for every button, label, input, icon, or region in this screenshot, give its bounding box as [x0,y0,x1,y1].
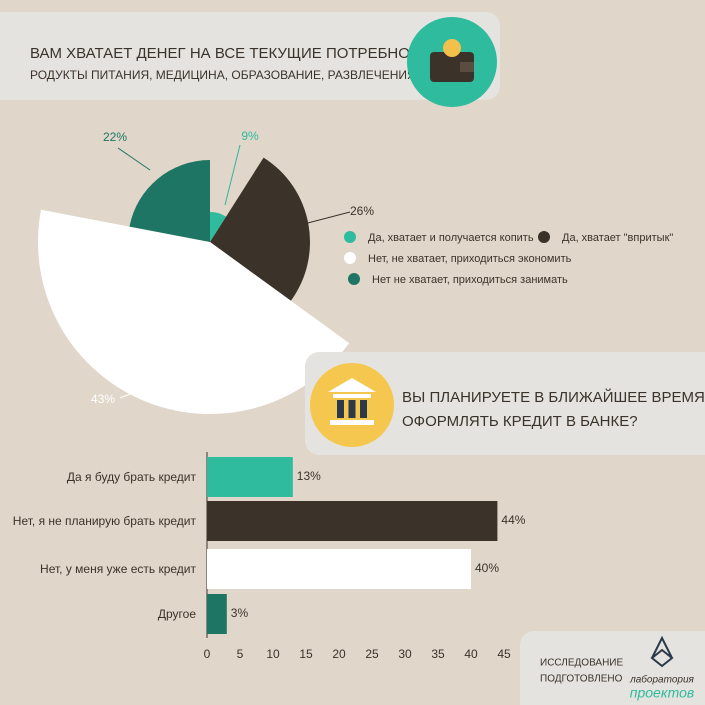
footer-text: ПОДГОТОВЛЕНО [540,674,623,685]
data-label: 13% [297,469,321,483]
pie-slice [210,212,227,242]
logo-text: лаборатория [629,674,694,686]
pie-title: ВАМ ХВАТАЕТ ДЕНЕГ НА ВСЕ ТЕКУЩИЕ ПОТРЕБН… [30,45,449,62]
category-label: Нет, я не планирую брать кредит [12,513,196,528]
x-tick-label: 5 [237,647,244,661]
bar-title: ВЫ ПЛАНИРУЕТЕ В БЛИЖАЙШЕЕ ВРЕМЯ [402,388,705,406]
bank-roof [328,378,376,392]
bank-column [337,400,344,418]
legend-marker [344,252,356,264]
legend-label: Да, хватает и получается копить [368,232,534,244]
category-label: Другое [157,606,196,621]
data-label: 22% [103,130,127,144]
legend-label: Нет не хватает, приходиться занимать [372,274,568,286]
logo-text: проектов [630,685,694,701]
bar [207,549,471,589]
bank-column [360,400,367,418]
bank-base [330,420,374,425]
x-tick-label: 35 [431,647,445,661]
x-tick-label: 15 [299,647,313,661]
x-tick-label: 25 [365,647,379,661]
footer-box [520,631,705,705]
x-tick-label: 30 [398,647,412,661]
bar-header-box [305,352,705,455]
category-label: Да я буду брать кредит [66,469,196,484]
x-tick-label: 45 [497,647,511,661]
coin-icon [443,39,461,57]
legend-marker [538,231,550,243]
pie-subtitle: РОДУКТЫ ПИТАНИЯ, МЕДИЦИНА, ОБРАЗОВАНИЕ, … [30,68,452,82]
logo-icon [650,635,674,668]
header-box [0,12,500,100]
footer-text: ИССЛЕДОВАНИЕ [540,658,623,669]
bar-title: ОФОРМЛЯТЬ КРЕДИТ В БАНКЕ? [402,413,638,430]
wallet-icon [430,52,474,82]
legend-marker [348,273,360,285]
data-label: 26% [350,204,374,218]
x-tick-label: 20 [332,647,346,661]
pie-slice [129,160,210,242]
data-label: 40% [475,561,499,575]
leader-line [117,147,151,171]
x-tick-label: 40 [464,647,478,661]
pie-slice [210,157,310,301]
wallet-clasp [460,62,474,72]
legend-label: Нет, не хватает, приходиться экономить [368,253,572,265]
x-tick-label: 10 [266,647,280,661]
leader-line [299,211,351,226]
x-tick-label: 0 [204,647,211,661]
data-label: 3% [231,606,249,620]
legend-label: Да, хватает "впритык" [562,232,673,244]
data-label: 9% [241,129,259,143]
pie-slice [38,209,350,414]
bank-column [348,400,356,418]
bar [207,594,227,634]
data-label: 44% [501,513,525,527]
bar [207,501,498,541]
leader-line [224,144,241,206]
category-label: Нет, у меня уже есть кредит [40,561,196,576]
data-label: 43% [91,392,115,406]
bar [207,457,293,497]
legend-marker [344,231,356,243]
leader-line [119,389,141,399]
bank-beam [333,394,371,398]
